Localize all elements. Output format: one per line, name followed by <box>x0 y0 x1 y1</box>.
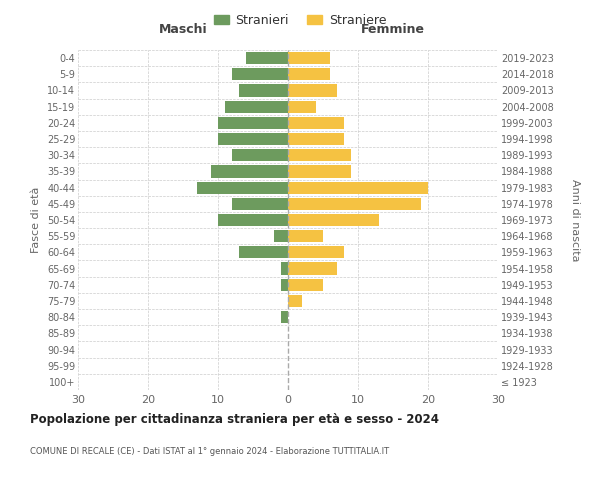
Text: Femmine: Femmine <box>361 24 425 36</box>
Bar <box>288 84 337 96</box>
Bar <box>288 230 323 242</box>
Bar <box>239 84 288 96</box>
Bar <box>281 262 288 274</box>
Bar <box>281 311 288 323</box>
Y-axis label: Anni di nascita: Anni di nascita <box>571 179 580 261</box>
Bar <box>288 262 337 274</box>
Bar <box>218 117 288 129</box>
Legend: Stranieri, Straniere: Stranieri, Straniere <box>209 8 391 32</box>
Text: Popolazione per cittadinanza straniera per età e sesso - 2024: Popolazione per cittadinanza straniera p… <box>30 412 439 426</box>
Bar <box>288 100 316 112</box>
Bar <box>211 166 288 177</box>
Bar <box>197 182 288 194</box>
Bar <box>246 52 288 64</box>
Y-axis label: Fasce di età: Fasce di età <box>31 187 41 253</box>
Bar <box>232 149 288 162</box>
Bar <box>232 68 288 80</box>
Bar <box>288 198 421 210</box>
Bar <box>288 117 344 129</box>
Bar <box>288 133 344 145</box>
Bar <box>288 246 344 258</box>
Bar <box>288 166 351 177</box>
Bar <box>281 278 288 291</box>
Bar <box>288 278 323 291</box>
Bar <box>218 214 288 226</box>
Bar <box>288 214 379 226</box>
Bar <box>288 68 330 80</box>
Bar <box>232 198 288 210</box>
Bar <box>274 230 288 242</box>
Bar <box>288 149 351 162</box>
Bar <box>288 295 302 307</box>
Bar <box>218 133 288 145</box>
Bar <box>239 246 288 258</box>
Text: COMUNE DI RECALE (CE) - Dati ISTAT al 1° gennaio 2024 - Elaborazione TUTTITALIA.: COMUNE DI RECALE (CE) - Dati ISTAT al 1°… <box>30 448 389 456</box>
Bar <box>288 52 330 64</box>
Bar <box>225 100 288 112</box>
Text: Maschi: Maschi <box>158 24 208 36</box>
Bar <box>288 182 428 194</box>
